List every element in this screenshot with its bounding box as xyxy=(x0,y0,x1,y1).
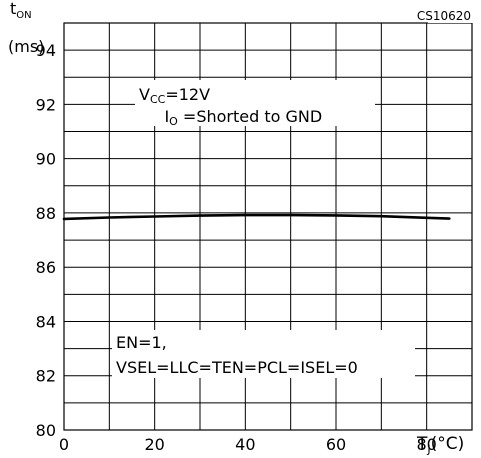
x-tick-label: 60 xyxy=(326,435,346,454)
series-line xyxy=(62,213,451,221)
annotation-vcc-value: =12V xyxy=(165,85,210,104)
tick-labels: 0 20 40 60 80 80 82 84 86 88 90 92 94 xyxy=(36,41,437,454)
y-tick-label: 82 xyxy=(36,367,56,386)
x-axis-label: TJ(°C) xyxy=(416,434,464,456)
plot-frame xyxy=(63,22,473,431)
annotation-io-value: =Shorted to GND xyxy=(178,107,322,126)
chart-id-label: CS10620 xyxy=(417,9,471,23)
annotation-io-symbol: I xyxy=(164,107,169,126)
y-tick-label: 92 xyxy=(36,95,56,114)
y-tick-label: 80 xyxy=(36,421,56,440)
y-tick-label: 90 xyxy=(36,150,56,169)
y-tick-label: 86 xyxy=(36,258,56,277)
id-label-background xyxy=(428,10,474,23)
x-tick-label: 80 xyxy=(416,435,436,454)
y-axis-label-subscript: ON xyxy=(16,10,31,21)
y-axis-unit: (ms) xyxy=(8,37,44,56)
y-axis-label-symbol: tON xyxy=(10,0,32,21)
x-axis-label-subscript: J xyxy=(426,443,430,456)
y-tick-label: 88 xyxy=(36,204,56,223)
annotation-top-background xyxy=(135,80,375,126)
annotation-vcc: VCC=12V xyxy=(139,85,210,106)
annotation-vcc-subscript: CC xyxy=(150,93,166,106)
x-tick-label: 0 xyxy=(59,435,69,454)
x-tick-label: 40 xyxy=(235,435,255,454)
y-tick-label: 94 xyxy=(36,41,56,60)
x-axis-unit: (°C) xyxy=(431,434,465,454)
y-axis-label-t: t xyxy=(10,0,16,18)
annotation-bottom-background xyxy=(112,330,415,378)
annotation-io: IO =Shorted to GND xyxy=(139,107,337,128)
x-tick-label: 20 xyxy=(144,435,164,454)
series-layer xyxy=(62,213,451,221)
annotation-vsel: VSEL=LLC=TEN=PCL=ISEL=0 xyxy=(116,358,358,377)
annotation-en: EN=1, xyxy=(116,333,167,352)
annotation-vcc-symbol: V xyxy=(139,85,150,104)
x-axis-label-t: T xyxy=(416,434,428,454)
annotation-io-subscript: O xyxy=(169,115,178,128)
y-tick-label: 84 xyxy=(36,312,56,331)
